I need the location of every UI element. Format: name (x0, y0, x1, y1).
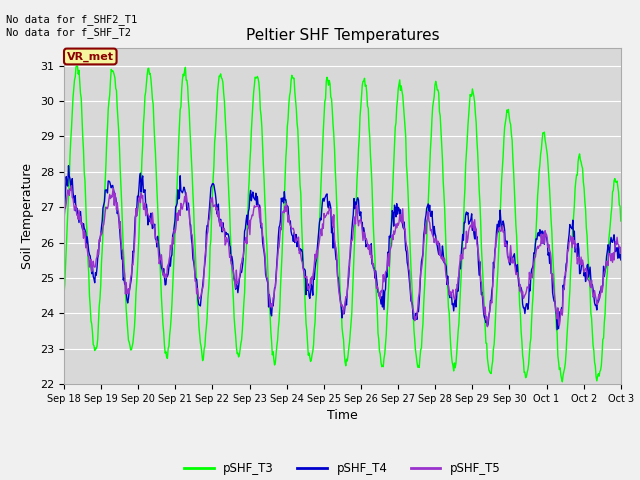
pSHF_T4 (65, 163, 72, 168)
pSHF_T5 (319, 226, 327, 231)
pSHF_T4 (460, 220, 468, 226)
pSHF_T5 (68, 183, 76, 189)
pSHF_T3 (73, 63, 81, 69)
pSHF_T5 (484, 324, 492, 330)
pSHF_T3 (559, 379, 566, 384)
pSHF_T3 (617, 218, 625, 224)
pSHF_T5 (617, 251, 625, 256)
pSHF_T3 (60, 290, 68, 296)
Text: No data for f_SHF2_T1
No data for f_SHF_T2: No data for f_SHF2_T1 No data for f_SHF_… (6, 14, 138, 38)
pSHF_T5 (474, 246, 481, 252)
pSHF_T5 (63, 201, 70, 206)
Line: pSHF_T4: pSHF_T4 (64, 166, 621, 330)
pSHF_T4 (319, 195, 327, 201)
Y-axis label: Soil Temperature: Soil Temperature (22, 163, 35, 269)
pSHF_T3 (63, 246, 70, 252)
Line: pSHF_T5: pSHF_T5 (64, 186, 621, 327)
pSHF_T3 (298, 238, 306, 244)
pSHF_T4 (139, 173, 147, 179)
Legend: pSHF_T3, pSHF_T4, pSHF_T5: pSHF_T3, pSHF_T4, pSHF_T5 (179, 457, 506, 480)
Line: pSHF_T3: pSHF_T3 (64, 66, 621, 382)
X-axis label: Time: Time (327, 409, 358, 422)
pSHF_T5 (298, 259, 306, 265)
Title: Peltier SHF Temperatures: Peltier SHF Temperatures (246, 28, 439, 43)
pSHF_T4 (298, 249, 306, 255)
pSHF_T3 (460, 200, 468, 205)
Text: VR_met: VR_met (67, 51, 114, 61)
pSHF_T3 (319, 128, 327, 134)
pSHF_T3 (474, 150, 481, 156)
pSHF_T4 (60, 220, 68, 226)
pSHF_T5 (139, 192, 147, 198)
pSHF_T4 (474, 242, 481, 248)
pSHF_T4 (617, 257, 625, 263)
pSHF_T5 (60, 218, 68, 224)
pSHF_T5 (460, 246, 468, 252)
pSHF_T4 (63, 174, 70, 180)
pSHF_T4 (553, 327, 561, 333)
pSHF_T3 (139, 143, 147, 148)
